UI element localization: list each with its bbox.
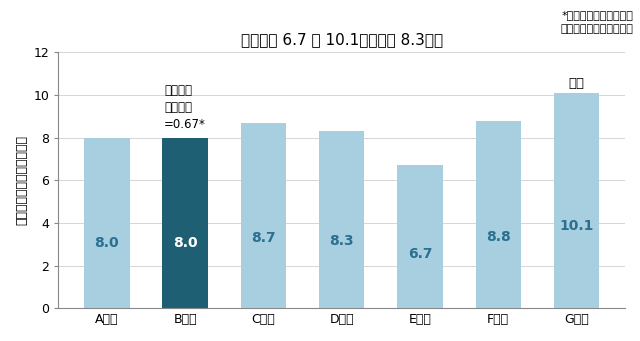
Title: 市町間で 6.7 ～ 10.1％（平均 8.3％）: 市町間で 6.7 ～ 10.1％（平均 8.3％） [241, 32, 443, 47]
Text: 8.8: 8.8 [486, 230, 511, 244]
Text: 8.7: 8.7 [251, 231, 276, 245]
Text: 10.1: 10.1 [559, 219, 594, 233]
Text: 8.0: 8.0 [173, 236, 198, 250]
Bar [241, 123, 286, 308]
Text: 8.0: 8.0 [95, 236, 119, 250]
Bar [476, 121, 521, 308]
Text: 6.7: 6.7 [408, 247, 432, 261]
Bar [163, 138, 208, 308]
Bar [319, 131, 364, 308]
Text: 転倒発生
オッズ比
=0.67*: 転倒発生 オッズ比 =0.67* [164, 84, 206, 131]
Text: *統計学的に意味のある
　違いが認められたもの: *統計学的に意味のある 違いが認められたもの [561, 10, 634, 34]
Text: 8.3: 8.3 [330, 234, 354, 248]
Text: 基準: 基準 [568, 77, 584, 90]
Bar [397, 165, 443, 308]
Bar [554, 93, 599, 308]
Bar [84, 138, 130, 308]
Y-axis label: 過去１年間の転倒率（％）: 過去１年間の転倒率（％） [15, 135, 28, 225]
